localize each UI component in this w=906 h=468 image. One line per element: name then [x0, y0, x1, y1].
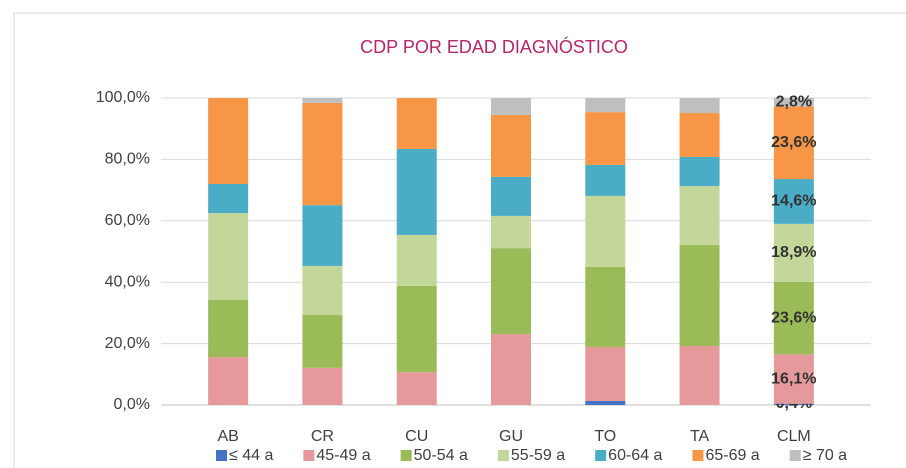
bar-segment: [302, 367, 343, 405]
bar-segment: [679, 98, 720, 114]
legend-label: 65-69 a: [705, 447, 759, 464]
y-tick-label: 80,0%: [105, 151, 150, 168]
bar-segment: [773, 98, 814, 107]
bar-segment: [396, 98, 437, 149]
chart-border: [13, 12, 906, 468]
bar-segment: [679, 186, 720, 246]
bar-segment: [302, 205, 343, 266]
bar-segment: [302, 102, 343, 206]
legend-swatch: [303, 450, 315, 461]
legend-swatch: [216, 450, 227, 461]
legend-swatch: [497, 450, 509, 461]
y-tick-label: 0,0%: [114, 396, 150, 413]
bar-segment: [585, 195, 626, 267]
bar-segment: [585, 346, 626, 402]
bar-segment: [773, 403, 814, 405]
bar-segment: [585, 164, 626, 196]
bar-segment: [585, 266, 626, 347]
bar-segment: [396, 234, 437, 286]
bar-segment: [679, 156, 720, 187]
x-tick-label: AB: [217, 428, 238, 445]
legend-swatch: [789, 450, 801, 461]
data-label: 16,1%: [771, 370, 816, 387]
legend-label: 55-59 a: [511, 447, 565, 464]
x-tick-label: GU: [499, 428, 523, 445]
legend-swatch: [400, 450, 412, 461]
bar-segment: [773, 354, 814, 404]
x-tick-label: TA: [690, 428, 710, 445]
data-label: 23,6%: [771, 134, 816, 151]
x-tick-label: CU: [405, 428, 428, 445]
y-tick-label: 40,0%: [105, 273, 150, 290]
bar-segment: [491, 114, 531, 177]
legend-label: ≤ 44 a: [229, 447, 273, 464]
bar-segment: [302, 315, 343, 368]
bar-segment: [491, 98, 531, 115]
bar-segment: [585, 401, 626, 405]
legend-label: 60-64 a: [608, 447, 662, 464]
bar-segment: [208, 357, 249, 405]
chart-title: CDP POR EDAD DIAGNÓSTICO: [360, 36, 628, 57]
x-tick-label: CLM: [777, 428, 811, 445]
bar-segment: [396, 148, 437, 235]
y-tick-label: 60,0%: [105, 212, 150, 229]
bar-segment: [208, 213, 249, 301]
bar-segment: [585, 98, 626, 113]
legend-label: 50-54 a: [414, 447, 468, 464]
legend-swatch: [692, 450, 704, 461]
bar-segment: [302, 98, 343, 103]
y-tick-label: 20,0%: [105, 335, 150, 352]
bar-segment: [396, 285, 437, 373]
y-tick-label: 100,0%: [96, 89, 150, 106]
x-tick-label: CR: [311, 428, 334, 445]
x-tick-label: TO: [594, 428, 616, 445]
bar-segment: [208, 183, 249, 214]
bar-segment: [679, 245, 720, 347]
legend-swatch: [595, 450, 607, 461]
data-label: 18,9%: [771, 244, 816, 261]
legend-label: ≥ 70 a: [803, 447, 847, 464]
data-label: 23,6%: [771, 309, 816, 326]
bar-segment: [679, 113, 720, 157]
bar-segment: [773, 106, 814, 180]
data-label: 2,8%: [776, 94, 812, 111]
bar-segment: [491, 334, 531, 405]
bar-segment: [773, 179, 814, 224]
bar-segment: [585, 112, 626, 165]
bar-segment: [302, 265, 343, 316]
data-label: 14,6%: [771, 193, 816, 210]
bar-segment: [679, 346, 720, 405]
bar-segment: [208, 98, 249, 184]
bar-segment: [396, 372, 437, 405]
bar-segment: [491, 176, 531, 216]
legend-label: 45-49 a: [316, 447, 370, 464]
bar-segment: [491, 248, 531, 335]
bar-segment: [491, 215, 531, 249]
bar-segment: [208, 300, 249, 358]
bar-segment: [773, 223, 814, 282]
bar-segment: [773, 281, 814, 355]
